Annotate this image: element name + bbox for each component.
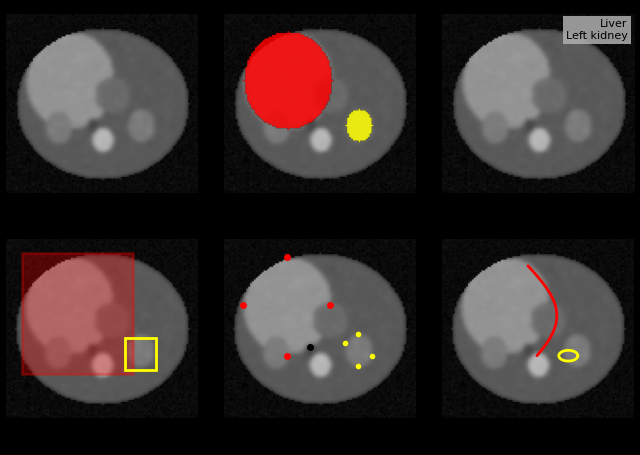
Text: (b) Masks: (b) Masks: [289, 209, 351, 222]
Text: (a) Image: (a) Image: [72, 209, 133, 222]
Text: (d) Bounding Boxes: (d) Bounding Boxes: [40, 435, 164, 448]
Text: (c) Image Tags: (c) Image Tags: [491, 209, 584, 222]
Text: Liver
Left kidney: Liver Left kidney: [566, 19, 628, 40]
Text: (f) Scribbles: (f) Scribbles: [499, 435, 577, 448]
Bar: [22, 253, 133, 374]
Text: (e) Extreme Points: (e) Extreme Points: [261, 435, 379, 448]
Bar: [125, 338, 156, 370]
